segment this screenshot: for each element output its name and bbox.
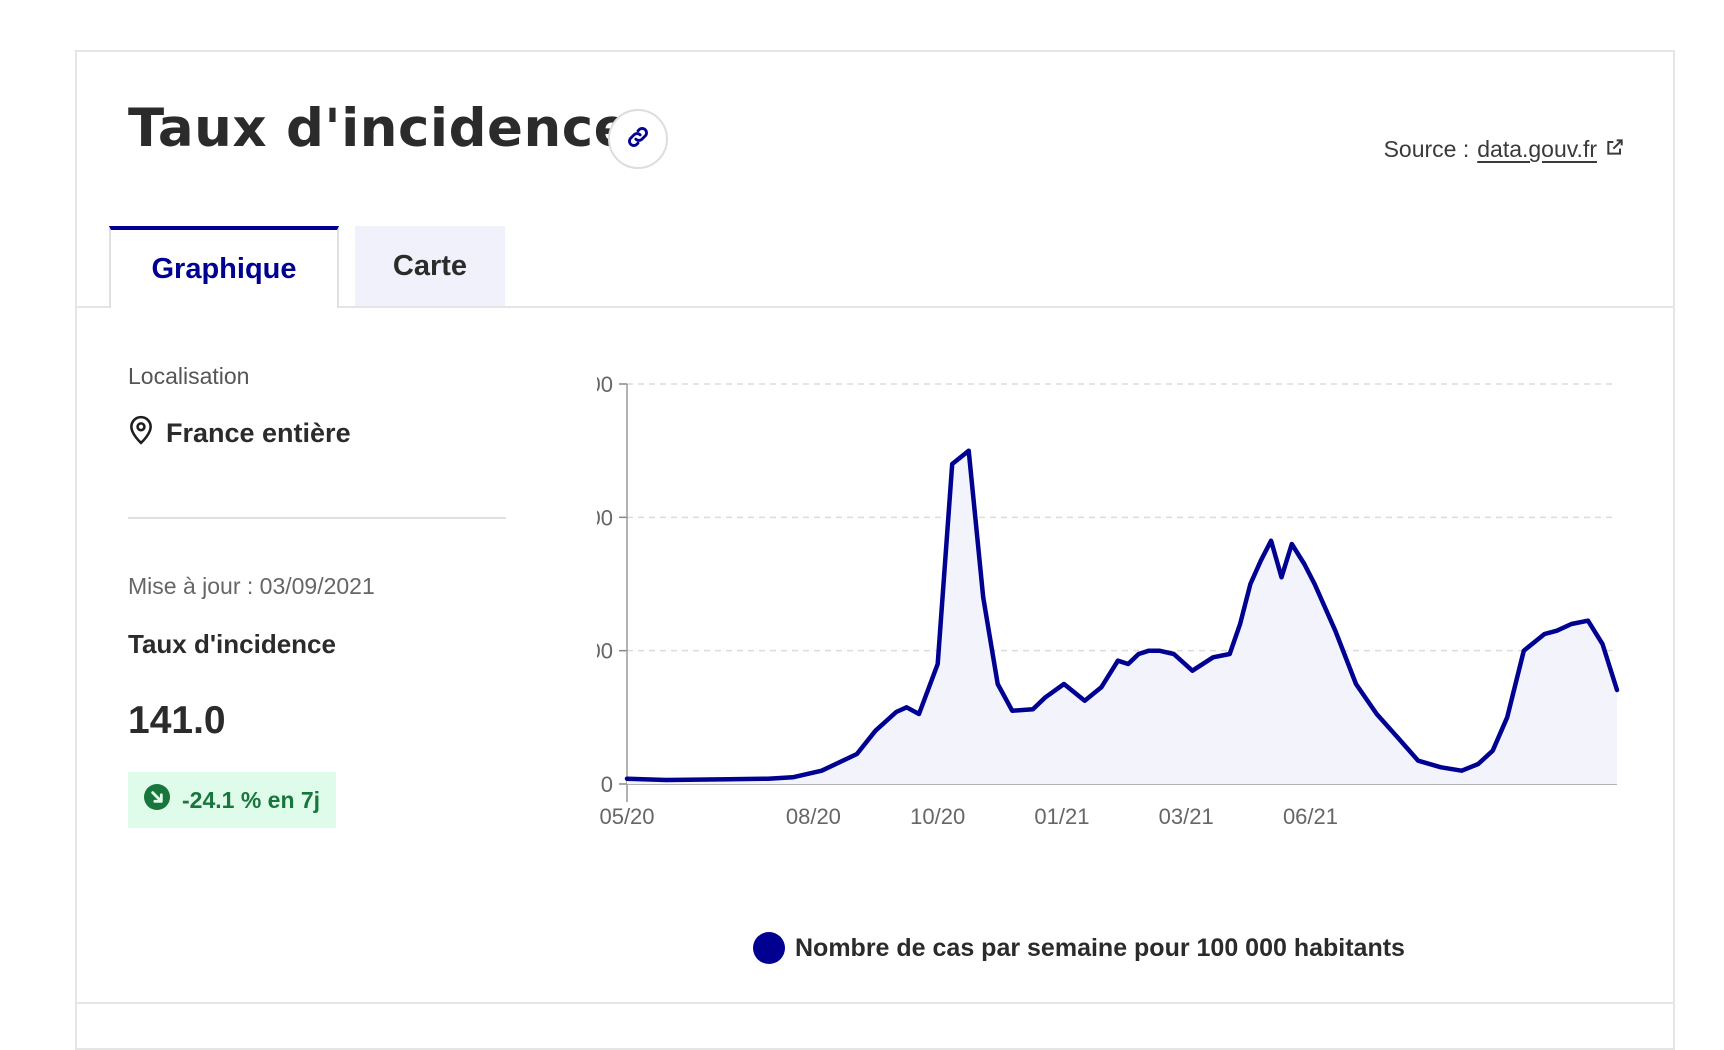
incidence-chart: 0 200 400 600 05/20 08/20 10/20 01/21 03/21 06/21 — [576, 352, 1647, 952]
tab-graphique[interactable]: Graphique — [109, 226, 339, 308]
source-info: Source : data.gouv.fr — [1384, 136, 1625, 163]
chart-svg: 0 200 400 600 05/20 08/20 10/20 01/21 03/21 06/21 — [576, 372, 1620, 829]
x-tick-label: 01/21 — [1034, 804, 1089, 829]
map-pin-icon — [128, 415, 166, 452]
metric-value: 141.0 — [128, 699, 226, 742]
y-tick-label: 400 — [597, 505, 613, 530]
card-bottom-divider — [77, 1002, 1673, 1004]
link-icon — [625, 124, 651, 154]
legend-dot — [753, 932, 785, 964]
y-tick-label: 200 — [597, 639, 613, 664]
incidence-card: Taux d'incidence Source : data.gouv.fr G… — [75, 50, 1675, 1050]
card-title: Taux d'incidence — [128, 98, 631, 159]
x-tick-label: 06/21 — [1283, 804, 1338, 829]
source-prefix: Source : — [1383, 136, 1470, 162]
location-label: Localisation — [128, 363, 250, 389]
x-tick-label: 08/20 — [786, 804, 841, 829]
source-link[interactable]: data.gouv.fr — [1477, 136, 1625, 163]
external-link-icon — [1597, 136, 1625, 163]
series-line — [624, 448, 1620, 783]
tab-bar: Graphique Carte — [109, 226, 505, 308]
source-link-text: data.gouv.fr — [1477, 136, 1597, 162]
chart-legend: Nombre de cas par semaine pour 100 000 h… — [753, 932, 1405, 964]
tab-divider — [77, 306, 1673, 308]
y-tick-label: 0 — [601, 772, 613, 797]
trend-badge: -24.1 % en 7j — [128, 772, 337, 828]
y-tick-label: 600 — [597, 372, 613, 397]
arrow-down-right-icon — [144, 784, 182, 816]
update-date: Mise à jour : 03/09/2021 — [128, 573, 375, 599]
x-tick-label: 05/20 — [599, 804, 654, 829]
tab-carte[interactable]: Carte — [355, 226, 505, 306]
trend-text: -24.1 % en 7j — [182, 786, 321, 813]
series-area — [627, 450, 1617, 784]
x-tick-label: 03/21 — [1159, 804, 1214, 829]
legend-label: Nombre de cas par semaine pour 100 000 h… — [795, 933, 1405, 962]
copy-link-button[interactable] — [608, 109, 668, 169]
x-tick-label: 10/20 — [910, 804, 965, 829]
sidebar-divider — [128, 517, 506, 519]
metric-label: Taux d'incidence — [128, 629, 336, 659]
location-text: France entière — [166, 418, 351, 448]
location-value[interactable]: France entière — [128, 415, 351, 452]
